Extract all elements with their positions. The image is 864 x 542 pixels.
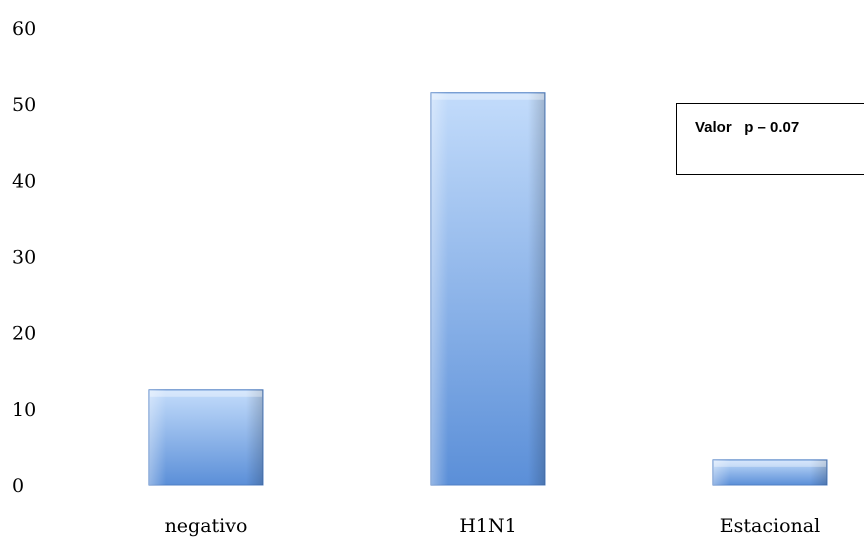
y-tick-label: 30 xyxy=(12,247,36,269)
y-axis: 0 10 20 30 40 50 60 xyxy=(12,18,36,497)
x-category-label: Estacional xyxy=(720,515,820,537)
bar-bevel xyxy=(432,93,544,100)
x-axis: negativo H1N1 Estacional xyxy=(165,515,821,537)
y-tick-label: 10 xyxy=(12,399,36,421)
y-tick-label: 20 xyxy=(12,323,36,345)
bars xyxy=(148,92,828,486)
p-value-annotation: Valor p – 0.07 xyxy=(695,119,800,136)
bar-bevel xyxy=(714,460,826,467)
x-category-label: negativo xyxy=(165,515,248,537)
bar-estacional xyxy=(712,459,828,486)
y-tick-label: 50 xyxy=(12,94,36,116)
bar-shading xyxy=(713,459,827,485)
bar-shading xyxy=(431,92,545,485)
bar-negativo xyxy=(148,389,264,486)
y-tick-label: 0 xyxy=(12,475,24,497)
y-tick-label: 40 xyxy=(12,170,36,192)
bar-shading xyxy=(149,389,263,485)
bar-h1n1 xyxy=(430,92,546,486)
y-tick-label: 60 xyxy=(12,18,36,40)
x-category-label: H1N1 xyxy=(459,515,516,537)
bar-bevel xyxy=(150,390,262,397)
p-value-annotation-box: Valor p – 0.07 xyxy=(676,103,864,175)
